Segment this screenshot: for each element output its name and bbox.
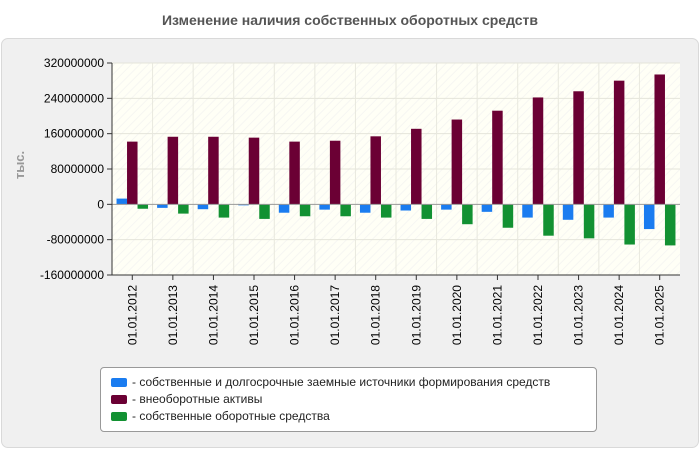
bar [603,204,614,218]
x-tick-label: 01.01.2013 [166,285,180,345]
x-tick-label: 01.01.2015 [247,285,261,345]
legend-swatch-working-capital [111,412,127,421]
bar [127,141,138,205]
y-axis-title: тыс. [12,151,27,179]
legend-swatch-noncurrent-assets [111,395,127,404]
legend-item-noncurrent-assets: - внеоборотные активы [111,391,596,408]
x-tick-label: 01.01.2020 [450,285,464,345]
legend-label-working-capital: - собственные оборотные средства [132,409,330,423]
y-tick-label: -80000000 [47,233,105,247]
bar [492,110,503,205]
bar [543,204,554,236]
bar [654,74,665,205]
bar [562,204,574,220]
bar [167,136,179,205]
bar [664,204,676,246]
bar [299,204,311,217]
bar [157,204,168,208]
chart-title: Изменение наличия собственных оборотных … [161,12,539,28]
bar [278,204,290,213]
bar [137,204,149,209]
x-tick-label: 01.01.2025 [653,285,667,345]
bar [462,204,473,225]
bar [573,91,584,205]
x-tick-label: 01.01.2012 [125,285,139,345]
bar [441,204,452,210]
bar [481,204,493,212]
x-tick-label: 01.01.2017 [328,285,342,345]
bar [421,204,433,219]
bar [259,204,270,219]
chart-legend: - собственные и долгосрочные заемные ист… [100,367,597,432]
bar [289,141,300,205]
bar [411,128,422,205]
bar [248,137,260,205]
bar [116,198,128,205]
y-tick-label: 320000000 [44,56,104,70]
bar [532,97,544,205]
bar [522,204,533,218]
y-tick-label: -160000000 [40,268,104,282]
legend-item-working-capital: - собственные оборотные средства [111,408,596,425]
bar [613,80,625,205]
x-tick-label: 01.01.2019 [409,285,423,345]
bar [208,136,219,205]
x-tick-label: 01.01.2023 [572,285,586,345]
bar [197,204,209,210]
bar [329,140,341,205]
y-tick-label: 240000000 [44,91,104,105]
legend-swatch-sources [111,378,127,387]
y-tick-label: 0 [97,197,104,211]
x-tick-label: 01.01.2018 [369,285,383,345]
y-tick-label: 80000000 [51,162,105,176]
bar [370,136,381,205]
legend-label-sources: - собственные и долгосрочные заемные ист… [132,375,551,389]
x-tick-label: 01.01.2022 [531,285,545,345]
legend-label-noncurrent-assets: - внеоборотные активы [132,392,263,406]
bar [319,204,330,210]
x-tick-label: 01.01.2024 [612,285,626,345]
bar [178,204,189,214]
bar [359,204,371,213]
x-tick-label: 01.01.2021 [490,285,504,345]
bar [380,204,392,218]
bar [583,204,595,239]
bar [643,204,655,230]
x-tick-label: 01.01.2016 [288,285,302,345]
bar [218,204,230,218]
y-tick-label: 160000000 [44,127,104,141]
bar [624,204,635,245]
legend-item-sources: - собственные и долгосрочные заемные ист… [111,374,596,391]
x-tick-label: 01.01.2014 [206,285,220,345]
bar [340,204,351,217]
bar [502,204,514,228]
bar [451,119,463,205]
bar [400,204,412,211]
